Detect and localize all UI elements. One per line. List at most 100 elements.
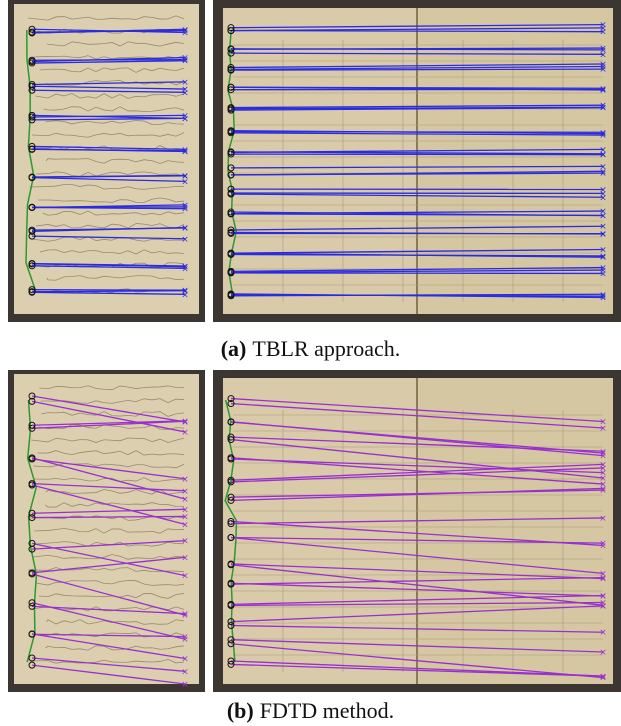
end-marker: × — [181, 572, 189, 582]
end-marker: × — [181, 262, 189, 272]
end-marker: × — [181, 111, 189, 121]
trace-line — [230, 438, 604, 479]
start-marker — [227, 250, 235, 258]
handwriting — [45, 158, 185, 164]
end-marker: × — [599, 46, 607, 56]
end-marker: × — [599, 21, 607, 31]
start-marker — [227, 621, 235, 629]
start-marker — [28, 599, 36, 607]
end-marker: × — [599, 449, 607, 459]
start-marker — [227, 400, 235, 408]
end-marker: × — [599, 24, 607, 34]
trace-line — [230, 165, 604, 169]
end-marker: × — [599, 252, 607, 262]
start-marker — [227, 45, 235, 53]
end-marker: × — [181, 145, 189, 155]
end-marker: × — [181, 147, 189, 157]
start-marker — [28, 260, 36, 268]
end-marker: × — [181, 25, 189, 35]
handwriting — [35, 171, 185, 177]
end-marker: × — [599, 486, 607, 496]
end-marker: × — [181, 495, 189, 505]
trace-line — [230, 487, 604, 502]
end-marker: × — [181, 264, 189, 274]
end-marker: × — [599, 193, 607, 203]
trace-line — [230, 605, 604, 623]
trace-line — [230, 601, 604, 607]
trace-line — [230, 27, 604, 32]
end-marker: × — [599, 131, 607, 141]
start-marker — [28, 397, 36, 405]
end-marker: × — [599, 569, 607, 579]
trace-line — [31, 114, 186, 118]
end-marker: × — [599, 44, 607, 54]
trace-line — [230, 520, 604, 547]
end-marker: × — [599, 222, 607, 232]
end-marker: × — [181, 85, 189, 95]
end-marker: × — [181, 78, 189, 88]
trace-line — [31, 457, 186, 500]
end-marker: × — [599, 211, 607, 221]
end-marker: × — [599, 452, 607, 462]
end-marker: × — [599, 460, 607, 470]
trace-line — [230, 104, 604, 109]
trace-line — [31, 657, 186, 672]
handwriting — [46, 619, 185, 625]
trace-line — [31, 633, 186, 660]
right-page-image: ×××××××××××××××××××××××××××× — [213, 370, 621, 692]
end-marker: × — [599, 86, 607, 96]
trace-line — [31, 265, 186, 269]
end-marker: × — [599, 628, 607, 638]
trace-line — [230, 402, 604, 429]
handwriting — [31, 437, 185, 443]
handwriting — [33, 554, 185, 560]
end-marker: × — [181, 553, 189, 563]
trace-line — [230, 639, 604, 653]
trace-line — [230, 421, 604, 457]
trace-line — [230, 564, 604, 606]
trace-line — [230, 153, 604, 156]
caption-b: (b) FDTD method. — [0, 698, 621, 724]
end-marker: × — [599, 575, 607, 585]
end-marker: × — [181, 611, 189, 621]
start-marker — [227, 436, 235, 444]
end-marker: × — [599, 189, 607, 199]
trace-line — [31, 235, 186, 240]
trace-line — [230, 536, 604, 544]
start-marker — [28, 661, 36, 669]
end-marker: × — [181, 114, 189, 124]
end-marker: × — [599, 464, 607, 474]
trace-line — [31, 540, 186, 550]
start-marker — [28, 288, 36, 296]
end-marker: × — [599, 469, 607, 479]
end-marker: × — [599, 167, 607, 177]
start-marker — [227, 148, 235, 156]
end-marker: × — [599, 246, 607, 256]
start-marker — [227, 290, 235, 298]
caption-label: (a) — [220, 336, 247, 361]
trace-line — [230, 65, 604, 71]
end-marker: × — [599, 60, 607, 70]
trace-line — [31, 148, 186, 153]
end-marker: × — [181, 667, 189, 677]
end-marker: × — [599, 672, 607, 682]
paper — [417, 378, 613, 684]
handwriting — [46, 80, 185, 86]
end-marker: × — [181, 205, 189, 215]
end-marker: × — [181, 172, 189, 182]
trace-line — [31, 145, 186, 151]
trace-line — [31, 395, 186, 423]
start-marker — [227, 660, 235, 668]
end-marker: × — [599, 101, 607, 111]
trace-line — [31, 291, 186, 295]
start-marker — [227, 129, 235, 137]
caption-label: (b) — [226, 698, 254, 723]
trace-line — [230, 170, 604, 176]
trace-line — [230, 536, 604, 575]
trace-line — [230, 457, 604, 485]
end-marker: × — [599, 185, 607, 195]
trace-line — [31, 89, 186, 93]
trace-line — [230, 63, 604, 69]
trace-line — [230, 576, 604, 585]
end-marker: × — [599, 85, 607, 95]
